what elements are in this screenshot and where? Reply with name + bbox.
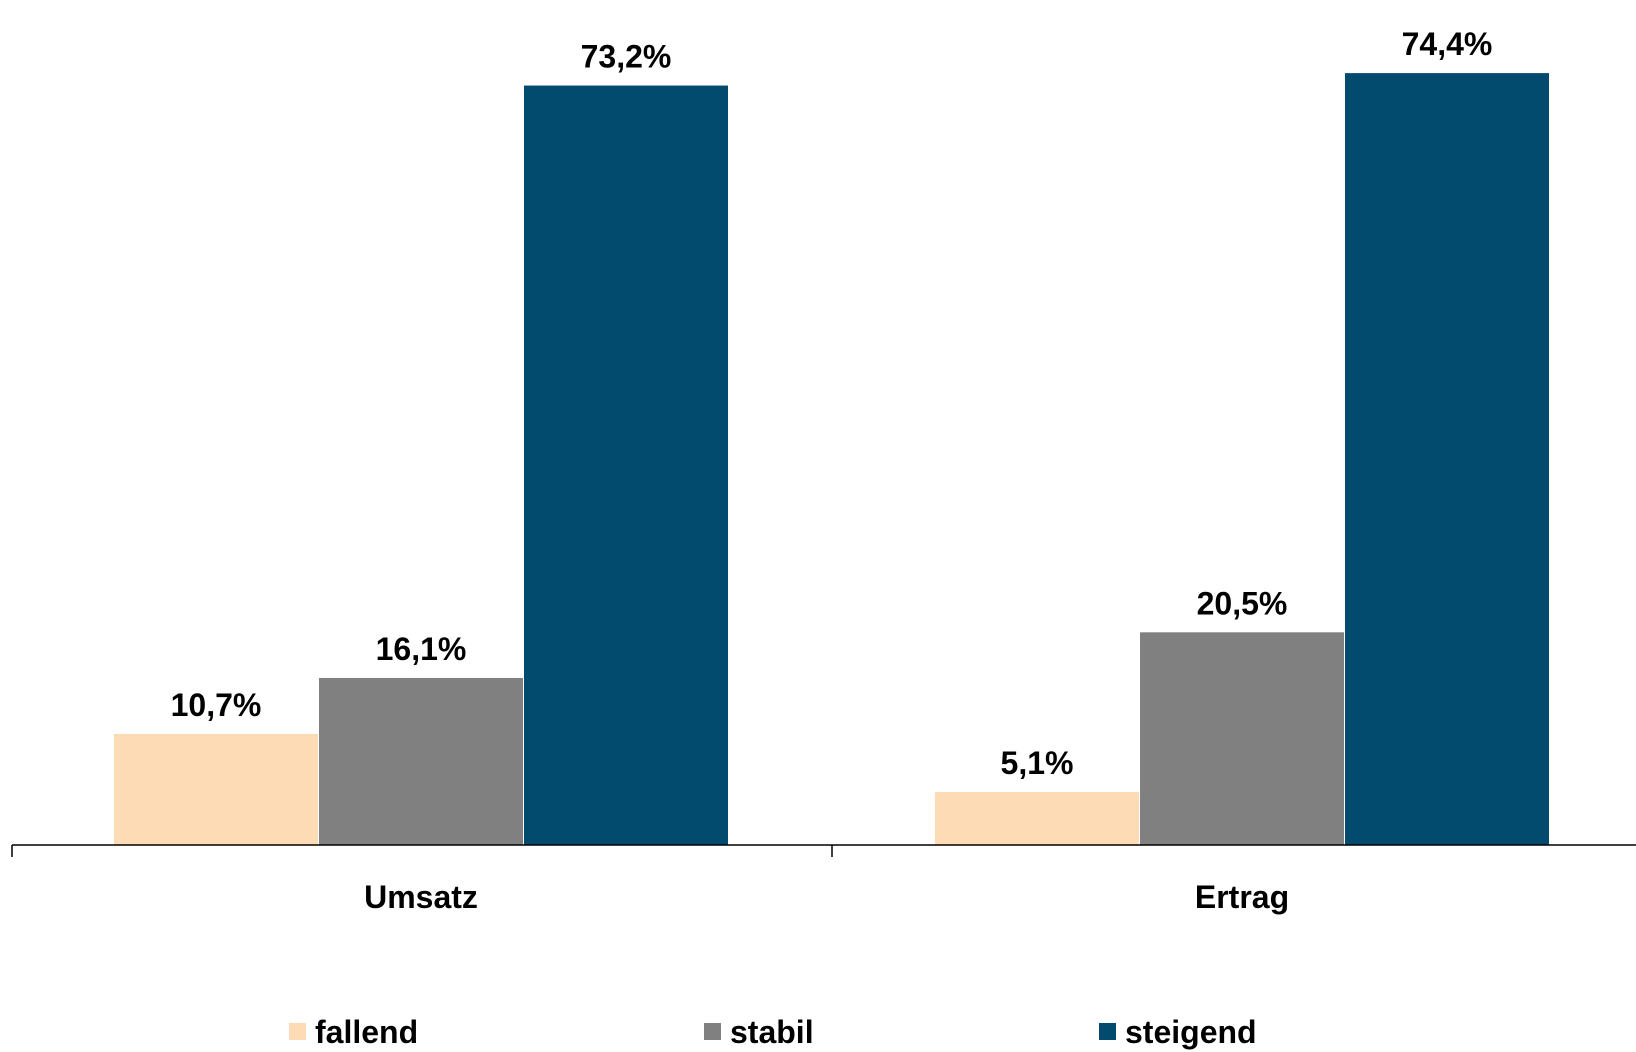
category-label-ertrag: Ertrag	[1195, 879, 1289, 915]
legend-label-steigend: steigend	[1125, 1014, 1257, 1050]
value-label-steigend-umsatz: 73,2%	[581, 39, 672, 75]
legend-swatch-fallend	[289, 1023, 306, 1040]
category-labels-group: Umsatz Ertrag	[364, 879, 1289, 915]
bars-group	[114, 73, 1549, 846]
value-label-fallend-ertrag: 5,1%	[1001, 745, 1074, 781]
category-label-umsatz: Umsatz	[364, 879, 478, 915]
bar-steigend-ertrag	[1345, 73, 1549, 846]
bar-fallend-ertrag	[935, 792, 1139, 845]
value-label-stabil-ertrag: 20,5%	[1197, 585, 1288, 621]
x-axis-ticks	[11, 845, 833, 857]
value-label-steigend-ertrag: 74,4%	[1402, 26, 1493, 62]
value-labels-group: 10,7% 16,1% 73,2% 5,1% 20,5% 74,4%	[171, 26, 1493, 781]
legend-label-fallend: fallend	[315, 1014, 418, 1050]
legend-swatch-steigend	[1099, 1023, 1116, 1040]
legend-swatch-stabil	[704, 1023, 721, 1040]
value-label-stabil-umsatz: 16,1%	[376, 631, 467, 667]
legend: fallend stabil steigend	[289, 1014, 1257, 1050]
bar-fallend-umsatz	[114, 733, 318, 845]
legend-label-stabil: stabil	[730, 1014, 814, 1050]
bar-stabil-umsatz	[319, 677, 523, 845]
bar-stabil-ertrag	[1140, 632, 1344, 845]
value-label-fallend-umsatz: 10,7%	[171, 687, 262, 723]
bar-steigend-umsatz	[524, 85, 728, 846]
